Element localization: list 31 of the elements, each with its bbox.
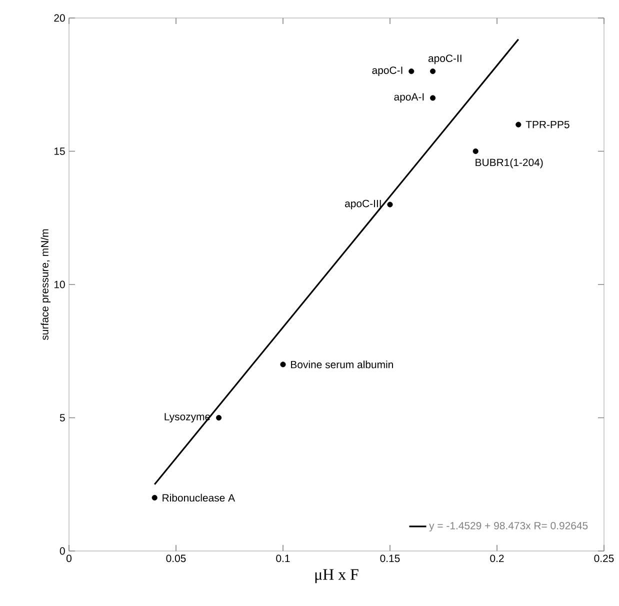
y-axis-title: surface pressure, mN/m	[40, 229, 51, 340]
x-tick-label: 0.2	[490, 554, 504, 562]
x-tick-label: 0.1	[276, 554, 290, 562]
point	[472, 148, 478, 154]
point	[152, 494, 158, 500]
annotation: apoC-II	[428, 54, 462, 64]
point	[430, 95, 436, 101]
point	[516, 122, 522, 128]
annotation: apoA-I	[394, 93, 424, 103]
y-tick-label: 15	[54, 148, 65, 155]
annotation: Bovine serum albumin	[291, 360, 393, 368]
point	[408, 68, 414, 74]
annotation: apoC-I	[372, 66, 402, 76]
y-tick-label: 20	[54, 14, 65, 22]
point	[430, 68, 436, 74]
y-tick-label: 10	[54, 280, 65, 288]
x-axis-title: μH x F	[315, 569, 358, 584]
annotation: BUBR1(1-204)	[476, 158, 543, 168]
annotation: Ribonuclease A	[162, 494, 236, 502]
x-tick-label: 0.15	[380, 554, 400, 562]
legend-label: y = -1.4529 + 98.473x R= 0.92645	[429, 522, 588, 532]
y-tick-label: 0	[60, 547, 65, 555]
point	[387, 202, 393, 208]
point	[216, 414, 222, 421]
annotation: TPR-PP5	[526, 120, 570, 128]
annotation: apoC-III	[345, 200, 381, 210]
y-tick-label: 5	[60, 414, 65, 422]
point	[280, 362, 286, 368]
x-tick-label: 0.25	[594, 554, 614, 562]
x-tick-label: 0.05	[166, 554, 186, 562]
x-tick-label: 0	[66, 554, 72, 562]
